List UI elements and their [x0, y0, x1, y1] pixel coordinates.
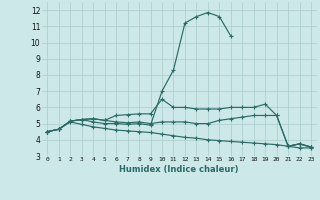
X-axis label: Humidex (Indice chaleur): Humidex (Indice chaleur)	[119, 165, 239, 174]
